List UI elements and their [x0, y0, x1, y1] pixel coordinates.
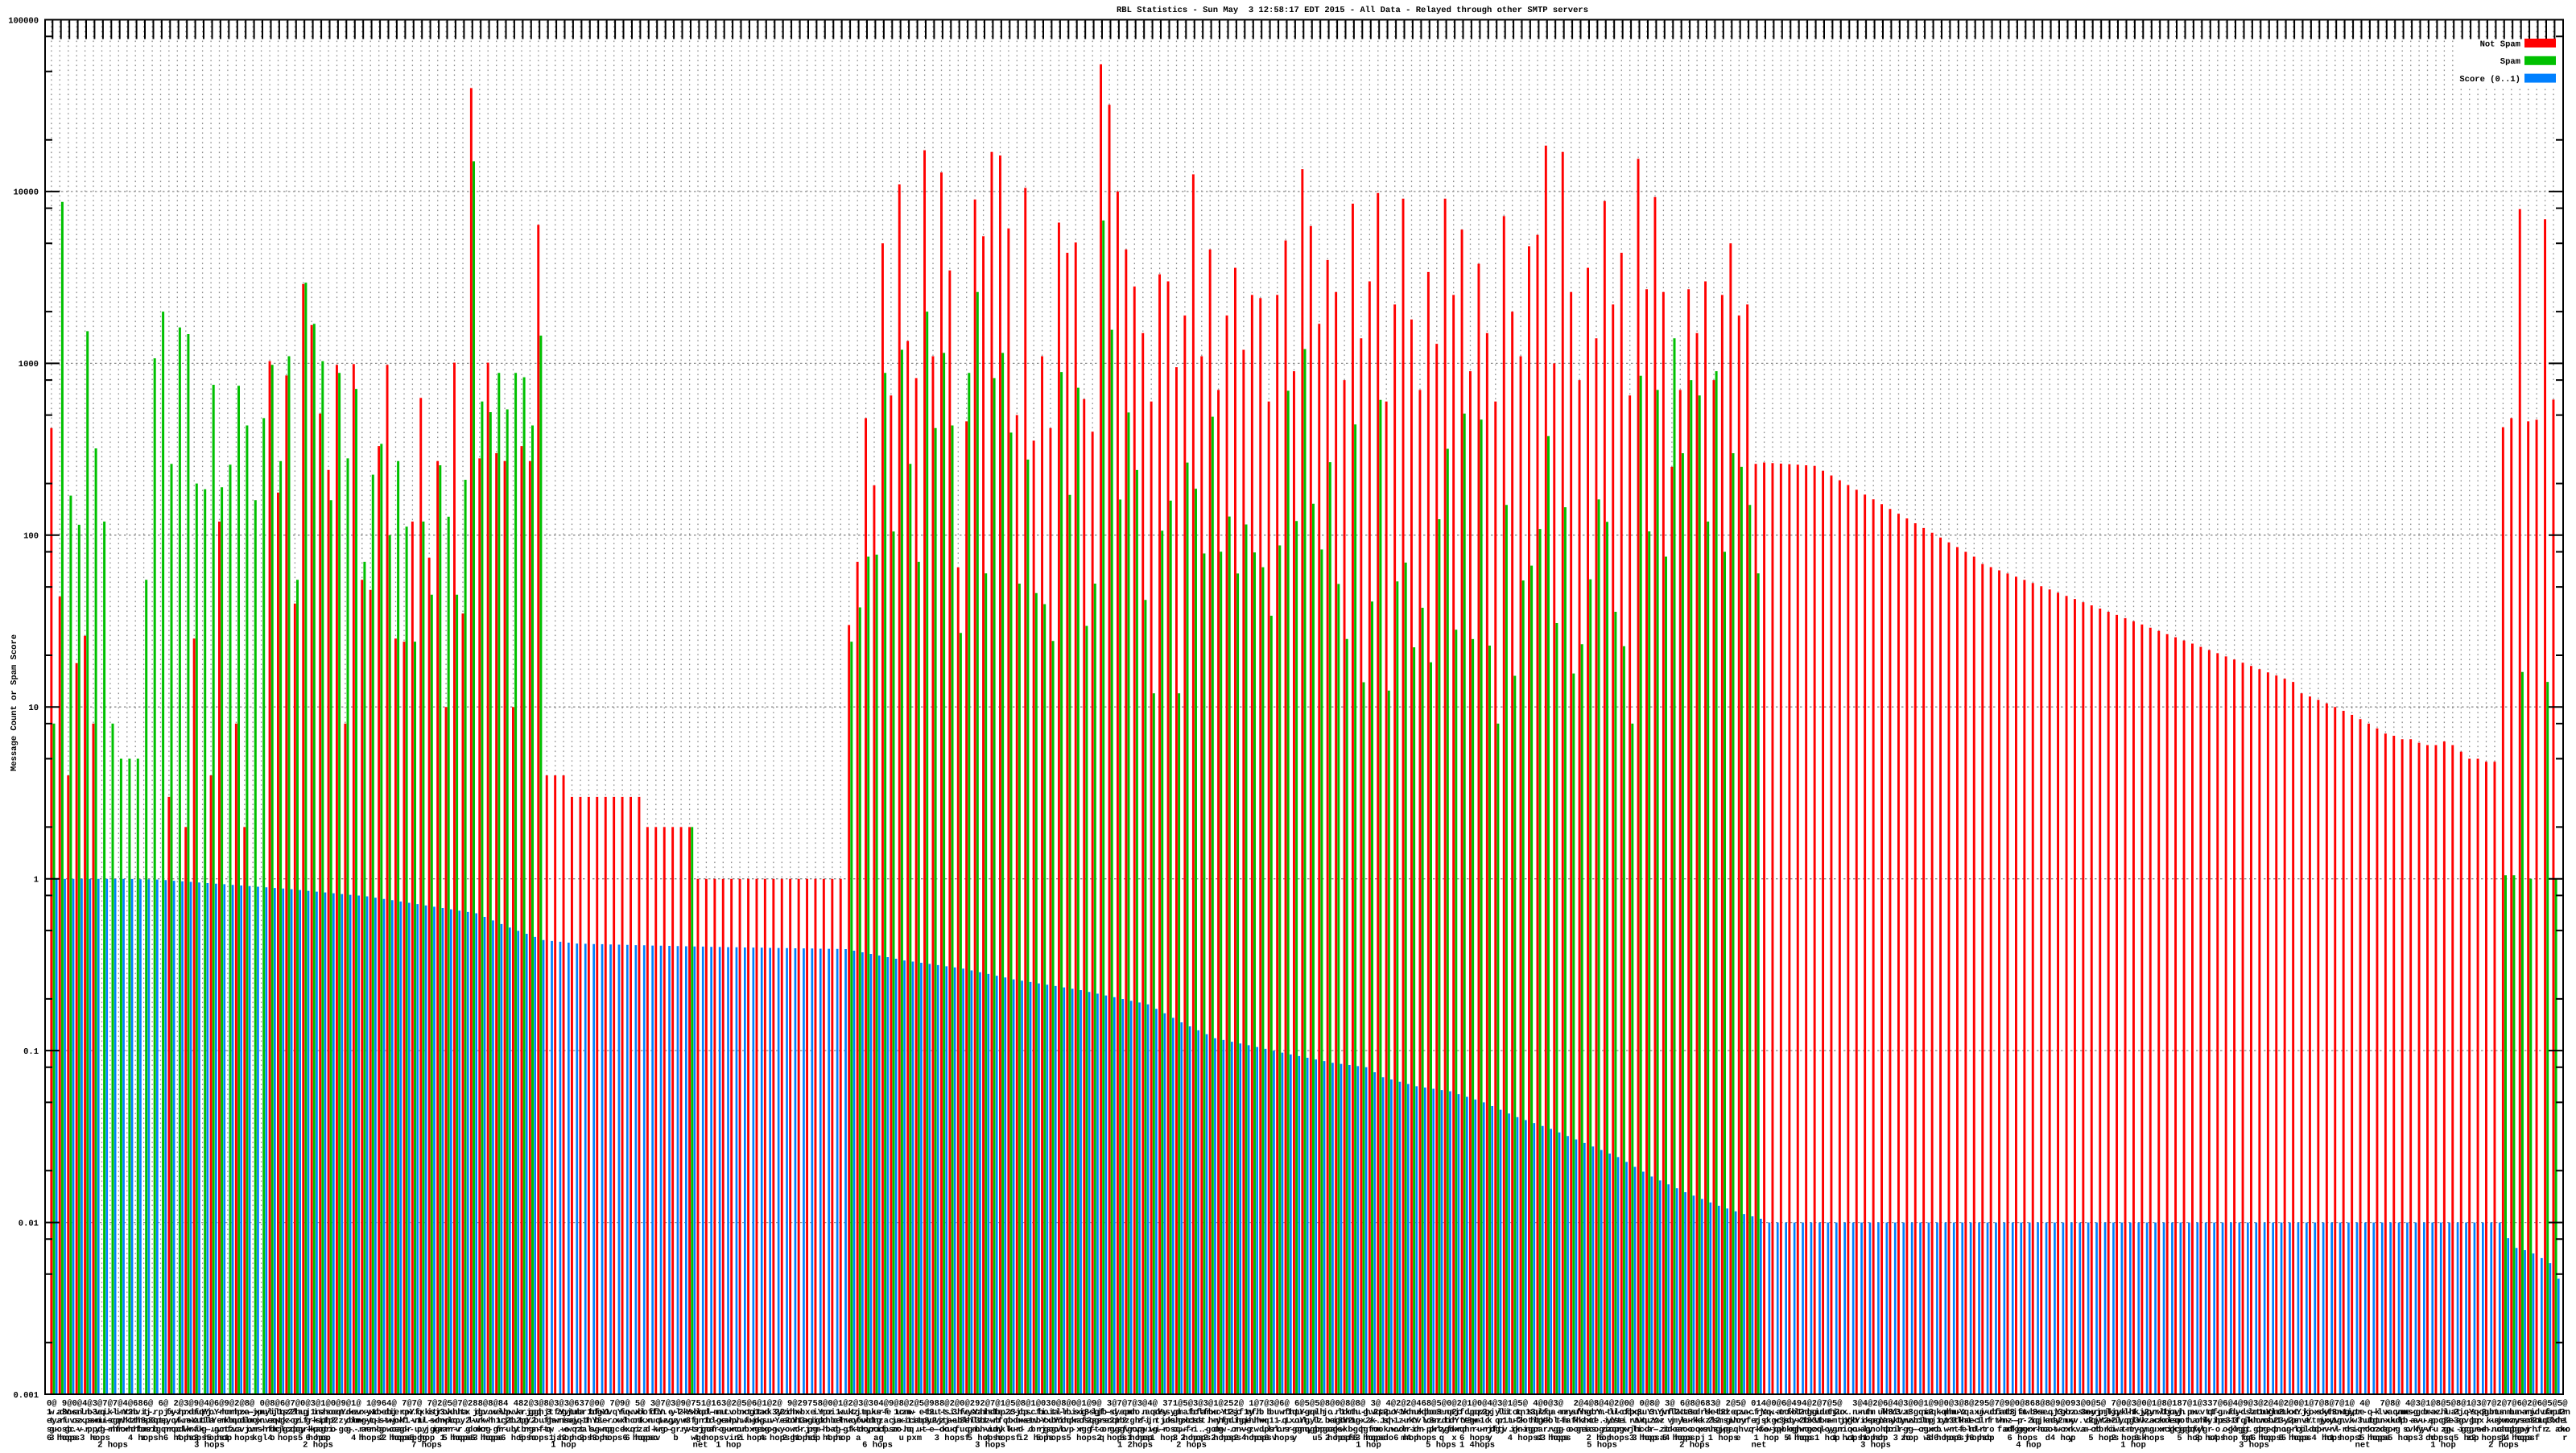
svg-text:Score (0..1): Score (0..1) [2459, 75, 2520, 85]
svg-text:1000: 1000 [19, 360, 39, 369]
svg-text:net: net [1752, 1441, 1767, 1450]
svg-text:5 hops: 5 hops [1426, 1441, 1456, 1450]
svg-text:3 hops: 3 hops [2239, 1441, 2269, 1450]
svg-text:6 hops: 6 hops [862, 1441, 893, 1450]
svg-text:2 hops: 2 hops [303, 1441, 333, 1450]
svg-text:100000: 100000 [8, 16, 39, 26]
svg-text:eyaf oz.swiisgmh1ths3otp vwnwz: eyaf oz.swiisgmh1ths3otp vwnwz1la rkmudl… [47, 1417, 2568, 1426]
svg-text:2 hops: 2 hops [1176, 1441, 1207, 1450]
svg-text:RBL Statistics - Sun May 3 12: RBL Statistics - Sun May 3 12:58:17 EDT … [1117, 6, 1588, 15]
svg-text:net: net [2355, 1441, 2371, 1450]
svg-text:2 hops: 2 hops [2488, 1441, 2519, 1450]
svg-text:1 hop: 1 hop [2120, 1441, 2146, 1450]
svg-text:1 hop: 1 hop [716, 1441, 741, 1450]
svg-text:g- gc--r yg-nfordfosigqroclkwu: g- gc--r yg-nfordfosigqroclkwug-uvnfva o… [49, 1425, 2570, 1434]
svg-text:1: 1 [34, 876, 39, 885]
svg-text:0.1: 0.1 [23, 1047, 39, 1057]
svg-text:2 hops: 2 hops [1679, 1441, 1710, 1450]
svg-text:7 hops: 7 hops [411, 1441, 442, 1450]
svg-text:0.01: 0.01 [19, 1219, 39, 1228]
svg-text:1 hop: 1 hop [2430, 1441, 2456, 1450]
svg-text:3 hops: 3 hops [1860, 1441, 1891, 1450]
svg-text:1 2hops: 1 2hops [1117, 1441, 1153, 1450]
svg-text:1 4hops: 1 4hops [1459, 1441, 1495, 1450]
svg-text:3 hops3 hops z 4 hop: 3 hops3 hops z 4 hops5 hop kgl4 hops5 ho… [49, 1434, 2570, 1443]
svg-text:3 hops: 3 hops [194, 1441, 225, 1450]
svg-text:5 hops: 5 hops [1587, 1441, 1617, 1450]
svg-text:6 hops e 4 hopsh6 hops3: 6 hops e 4 hopsh6 hops3 hops1 hops o 6 h… [47, 1434, 2568, 1443]
svg-text:Message Count or Spam Score: Message Count or Spam Score [10, 634, 19, 771]
svg-text:10000: 10000 [13, 188, 39, 198]
svg-text:0.001: 0.001 [13, 1391, 39, 1401]
svg-text:t.ruvsxpsmu-cqvkzh3p3peyqf.eYu: t.ruvsxpsmu-cqvkzh3p3peyqf.eYu1lYemlqoio… [49, 1417, 2570, 1426]
svg-text:4 hop: 4 hop [2016, 1441, 2041, 1450]
svg-text:Not Spam: Not Spam [2480, 39, 2520, 49]
svg-text:suosb.v.ppd-rhrxhrbmrb nrpdwrf: suosb.v.ppd-rhrxhrbmrb nrpdwrfk-.gctzcvj… [47, 1425, 2568, 1434]
svg-text:w.dYwaln-vq.-imcnvij. fyzpxeu: w.dYwaln-vq.-imcnvij. fyzpxeuYj.-hmnpx-j… [49, 1408, 2570, 1418]
svg-text:0@ 9@0@4@3@7@7@4@686@ 6@ 2@3@9: 0@ 9@0@4@3@7@7@4@686@ 6@ 2@3@9@4@6@9@2@8… [47, 1399, 2568, 1409]
svg-text:1 hop: 1 hop [1356, 1441, 1381, 1450]
svg-text:100: 100 [23, 532, 39, 542]
svg-text:1 a3csn.b3eikl-Y2b t-rpjx-hrdf: 1 a3csn.b3eikl-Y2b t-rpjx-hrdfqYoYrcrhza… [47, 1408, 2568, 1418]
svg-text:3 hops: 3 hops [975, 1441, 1005, 1450]
svg-text:Spam: Spam [2500, 57, 2520, 67]
svg-text:10: 10 [28, 704, 39, 713]
svg-text:1 hop: 1 hop [551, 1441, 576, 1450]
svg-text:net: net [693, 1441, 708, 1450]
svg-text:2 hops: 2 hops [97, 1441, 128, 1450]
